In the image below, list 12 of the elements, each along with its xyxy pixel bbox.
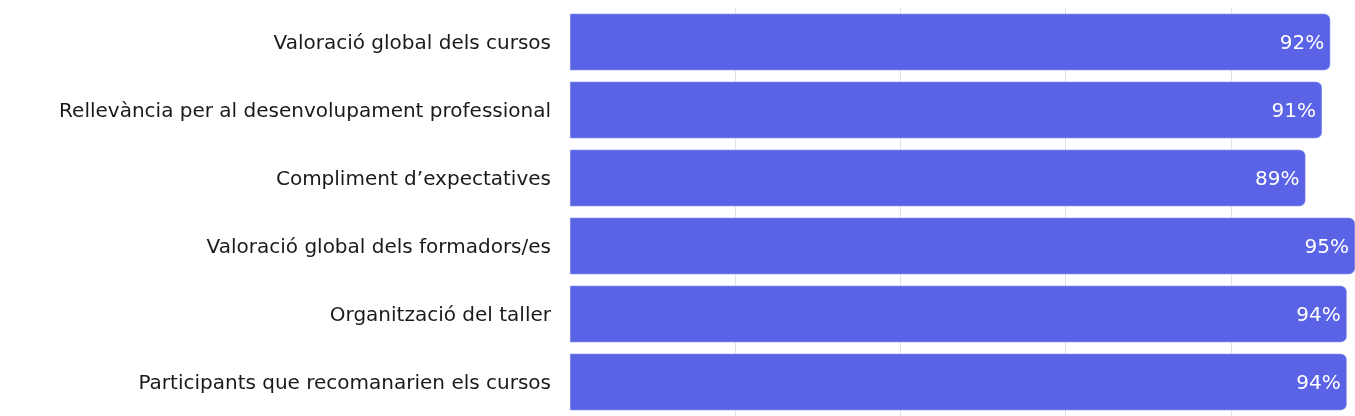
data-label: 94% xyxy=(1296,302,1341,326)
y-tick-label: Organització del taller xyxy=(329,302,552,326)
y-tick-label: Participants que recomanarien els cursos xyxy=(138,370,551,394)
data-label: 92% xyxy=(1279,30,1325,54)
data-label: 95% xyxy=(1304,234,1349,258)
y-tick-label: Valoració global dels cursos xyxy=(273,30,551,54)
y-tick-label: Valoració global dels formadors/es xyxy=(206,234,551,258)
data-label: 94% xyxy=(1296,370,1341,394)
data-label: 91% xyxy=(1271,98,1316,122)
y-tick-label: Compliment d’expectatives xyxy=(275,166,551,190)
y-tick-label: Rellevància per al desenvolupament professional xyxy=(59,98,551,122)
data-label: 89% xyxy=(1254,166,1300,190)
